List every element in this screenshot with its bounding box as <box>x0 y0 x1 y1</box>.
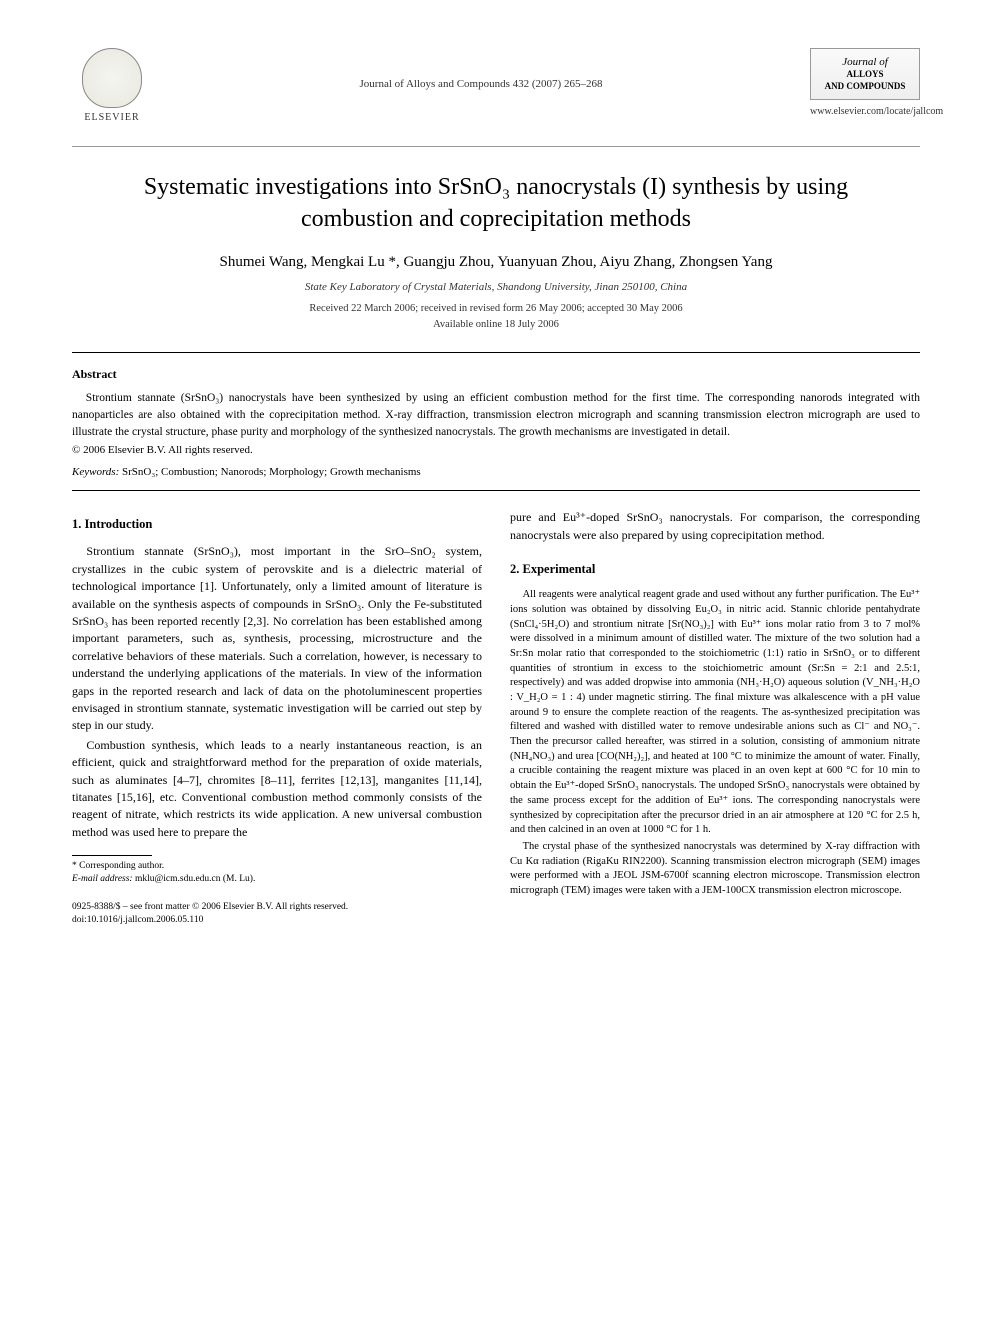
journal-box-main: ALLOYS AND COMPOUNDS <box>815 69 915 92</box>
footnote-marker: * Corresponding author. <box>72 860 482 873</box>
footnote-email-label: E-mail address: <box>72 874 133 884</box>
keywords-line: Keywords: SrSnO₃; Combustion; Nanorods; … <box>72 466 920 478</box>
publisher-name: ELSEVIER <box>84 112 139 123</box>
experimental-paragraph-1: All reagents were analytical reagent gra… <box>510 588 920 838</box>
body-columns: 1. Introduction Strontium stannate (SrSn… <box>72 509 920 927</box>
article-title: Systematic investigations into SrSnO₃ na… <box>112 171 880 236</box>
right-column: pure and Eu³⁺-doped SrSnO₃ nanocrystals.… <box>510 509 920 927</box>
dates-line-2: Available online 18 July 2006 <box>433 319 559 330</box>
intro-paragraph-1: Strontium stannate (SrSnO₃), most import… <box>72 543 482 734</box>
article-dates: Received 22 March 2006; received in revi… <box>72 301 920 333</box>
experimental-paragraph-2: The crystal phase of the synthesized nan… <box>510 840 920 899</box>
journal-url: www.elsevier.com/locate/jallcom <box>810 106 920 117</box>
intro-continuation: pure and Eu³⁺-doped SrSnO₃ nanocrystals.… <box>510 509 920 544</box>
keywords-label: Keywords: <box>72 466 119 478</box>
journal-box-top: Journal of <box>815 55 915 69</box>
abstract-top-rule <box>72 352 920 353</box>
abstract-bottom-rule <box>72 490 920 491</box>
footer-block: 0925-8388/$ – see front matter © 2006 El… <box>72 901 482 928</box>
authors: Shumei Wang, Mengkai Lu *, Guangju Zhou,… <box>72 254 920 271</box>
abstract-body: Strontium stannate (SrSnO₃) nanocrystals… <box>72 390 920 440</box>
footnote-email: mklu@icm.sdu.edu.cn (M. Lu). <box>133 874 256 884</box>
dates-line-1: Received 22 March 2006; received in revi… <box>309 303 682 314</box>
keywords-text: SrSnO₃; Combustion; Nanorods; Morphology… <box>119 466 420 478</box>
journal-logo-box: Journal of ALLOYS AND COMPOUNDS <box>810 48 920 100</box>
section-1-heading: 1. Introduction <box>72 515 482 533</box>
journal-reference: Journal of Alloys and Compounds 432 (200… <box>152 48 810 90</box>
footer-doi-line: doi:10.1016/j.jallcom.2006.05.110 <box>72 914 482 927</box>
footnote-rule <box>72 855 152 856</box>
header-rule <box>72 146 920 147</box>
section-2-heading: 2. Experimental <box>510 560 920 578</box>
footnote-email-line: E-mail address: mklu@icm.sdu.edu.cn (M. … <box>72 873 482 886</box>
experimental-body: All reagents were analytical reagent gra… <box>510 588 920 898</box>
left-column: 1. Introduction Strontium stannate (SrSn… <box>72 509 482 927</box>
intro-paragraph-2: Combustion synthesis, which leads to a n… <box>72 737 482 841</box>
elsevier-tree-icon <box>82 48 142 108</box>
corresponding-author-footnote: * Corresponding author. E-mail address: … <box>72 860 482 887</box>
journal-logo-block: Journal of ALLOYS AND COMPOUNDS www.else… <box>810 48 920 117</box>
abstract-heading: Abstract <box>72 367 920 382</box>
publisher-logo: ELSEVIER <box>72 48 152 138</box>
header-row: ELSEVIER Journal of Alloys and Compounds… <box>72 48 920 138</box>
footer-issn-line: 0925-8388/$ – see front matter © 2006 El… <box>72 901 482 914</box>
abstract-copyright: © 2006 Elsevier B.V. All rights reserved… <box>72 444 920 456</box>
affiliation: State Key Laboratory of Crystal Material… <box>72 281 920 293</box>
